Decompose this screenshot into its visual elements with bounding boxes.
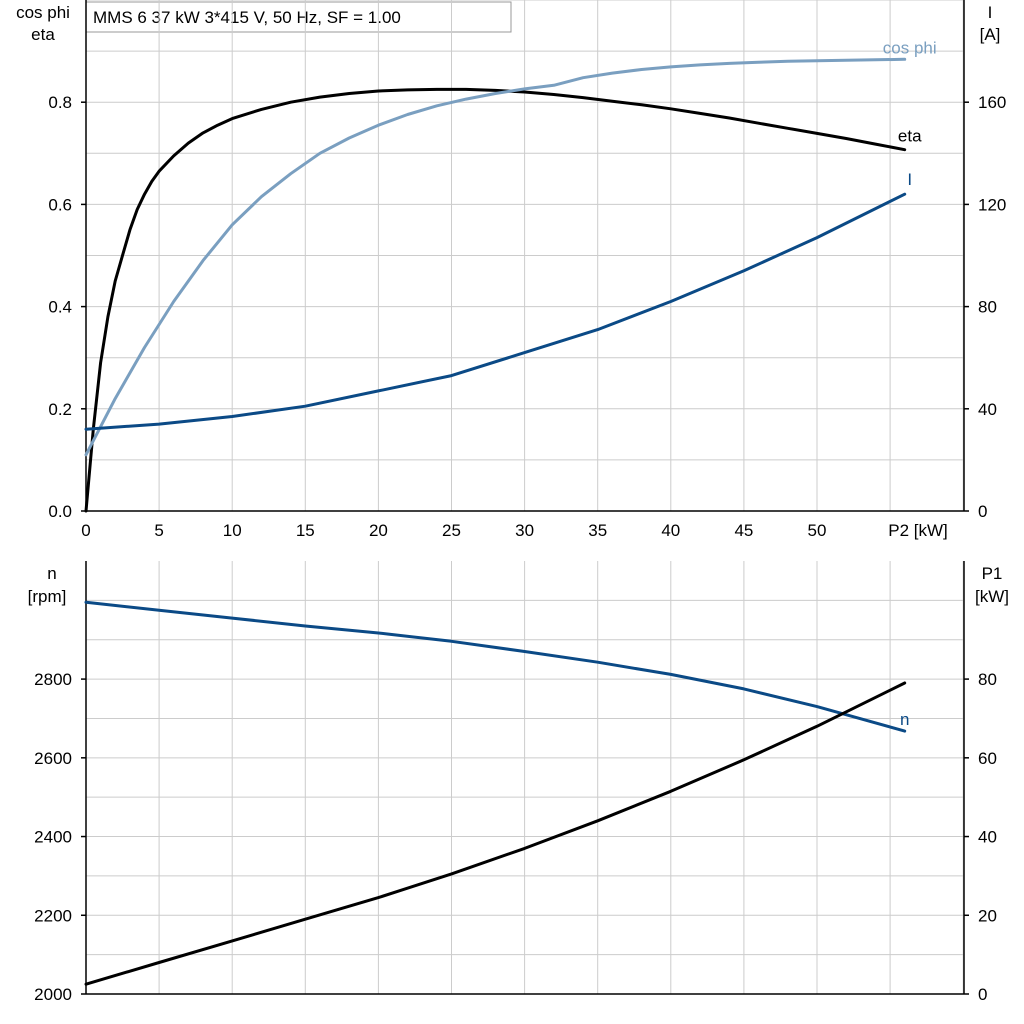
- right-axis-title-current: I: [988, 3, 993, 22]
- left-axis-title-cosphi: cos phi: [16, 3, 70, 22]
- right-tick-label: 40: [978, 828, 997, 847]
- right-axis-title-p1: P1: [982, 564, 1003, 583]
- left-tick-label: 2600: [34, 749, 72, 768]
- series-line-cos-phi: [84, 57, 907, 457]
- right-tick-label: 40: [978, 400, 997, 419]
- right-tick-label: 60: [978, 749, 997, 768]
- series-label-eta: eta: [898, 127, 922, 146]
- left-tick-label: 0.0: [48, 502, 72, 521]
- x-tick-label: 35: [588, 521, 607, 540]
- right-tick-label: 160: [978, 93, 1006, 112]
- x-tick-label: 5: [154, 521, 163, 540]
- series-label-i: I: [907, 170, 912, 189]
- left-tick-label: 0.8: [48, 93, 72, 112]
- left-tick-label: 2000: [34, 985, 72, 1004]
- left-tick-label: 2200: [34, 906, 72, 925]
- right-tick-label: 120: [978, 195, 1006, 214]
- left-tick-label: 2800: [34, 670, 72, 689]
- x-tick-label: 15: [296, 521, 315, 540]
- series-line-eta: [84, 87, 907, 513]
- series-label-cos-phi: cos phi: [883, 38, 937, 57]
- right-tick-label: 80: [978, 298, 997, 317]
- x-axis-title: P2 [kW]: [888, 521, 948, 540]
- x-tick-label: 40: [661, 521, 680, 540]
- left-axis-unit-speed: [rpm]: [28, 587, 67, 606]
- right-tick-label: 0: [978, 502, 987, 521]
- left-axis-title-eta: eta: [31, 25, 55, 44]
- right-tick-label: 20: [978, 906, 997, 925]
- series-line-i: [84, 192, 907, 431]
- left-axis-title-speed: n: [47, 564, 56, 583]
- x-tick-label: 45: [734, 521, 753, 540]
- x-tick-label: 50: [808, 521, 827, 540]
- chart-title-box: [85, 1, 512, 33]
- chart-title-text: MMS 6 37 kW 3*415 V, 50 Hz, SF = 1.00: [93, 8, 401, 27]
- left-tick-label: 0.4: [48, 298, 72, 317]
- left-tick-label: 0.6: [48, 195, 72, 214]
- x-tick-label: 0: [81, 521, 90, 540]
- left-tick-label: 2400: [34, 828, 72, 847]
- right-tick-label: 80: [978, 670, 997, 689]
- right-tick-label: 0: [978, 985, 987, 1004]
- x-tick-label: 10: [223, 521, 242, 540]
- curves-layer: [84, 57, 907, 986]
- left-tick-label: 0.2: [48, 400, 72, 419]
- series-line-n: [84, 600, 907, 733]
- x-tick-label: 20: [369, 521, 388, 540]
- right-axis-unit-p1: [kW]: [975, 587, 1009, 606]
- series-label-n: n: [900, 710, 909, 729]
- x-tick-label: 25: [442, 521, 461, 540]
- grid-layer: [86, 0, 964, 994]
- series-labels-layer: eta cos phi In: [883, 38, 937, 729]
- x-tick-label: 30: [515, 521, 534, 540]
- series-line-p1: [84, 681, 907, 986]
- tick-labels-layer: 0.0 0.2 0.4 0.6 0.8 0 40 80 120 160 0 5 10 15 20 25 30 35…: [34, 93, 1006, 1004]
- chart-title: MMS 6 37 kW 3*415 V, 50 Hz, SF = 1.00: [85, 1, 512, 33]
- axes-layer: [81, 0, 969, 995]
- right-axis-unit-current: [A]: [980, 25, 1001, 44]
